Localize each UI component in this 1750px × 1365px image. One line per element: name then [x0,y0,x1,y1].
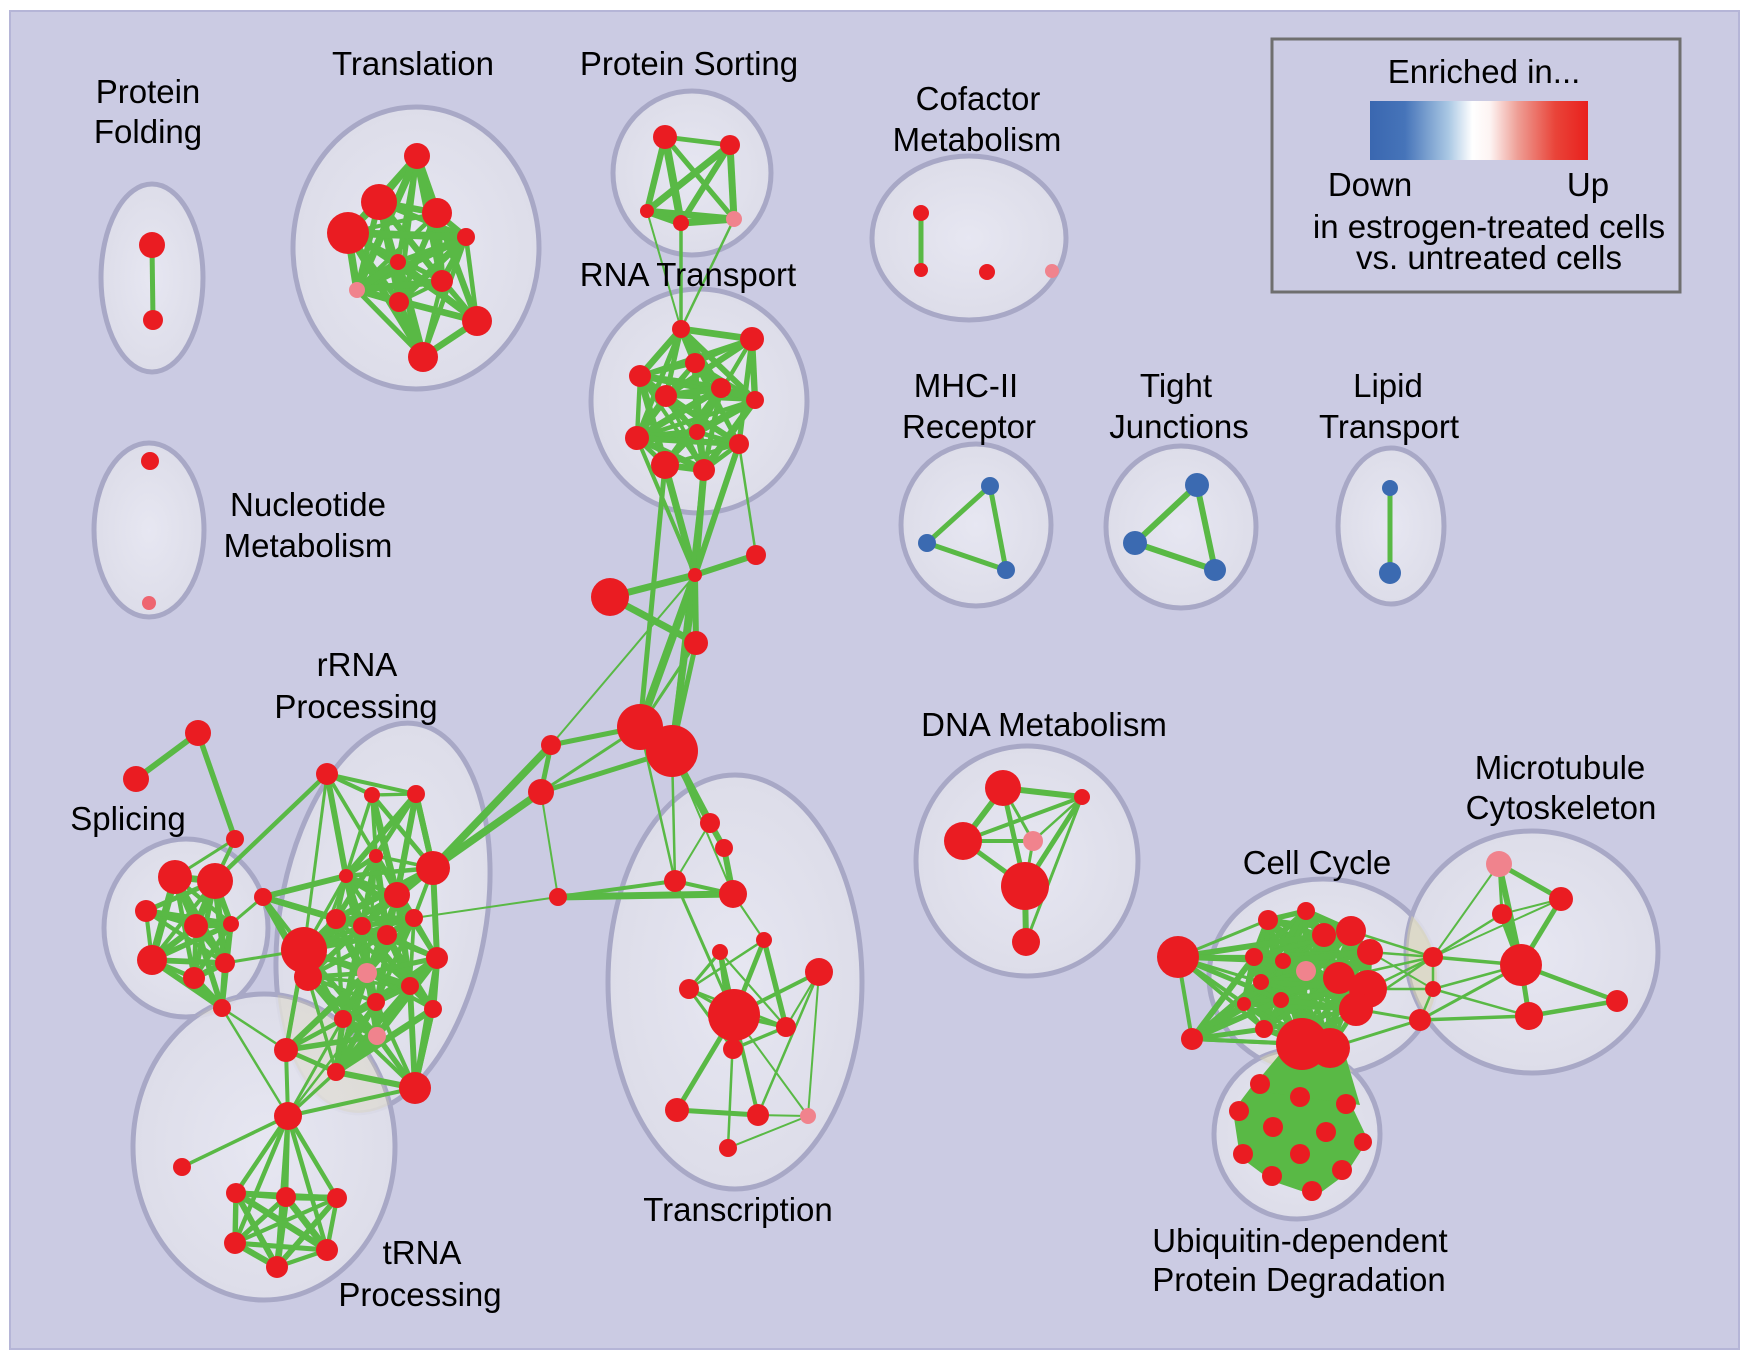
svg-text:in estrogen-treated cells: in estrogen-treated cells [1313,208,1665,245]
svg-text:RNA Transport: RNA Transport [580,256,796,293]
svg-text:rRNA: rRNA [317,646,398,683]
svg-text:tRNA: tRNA [383,1234,462,1271]
svg-text:Metabolism: Metabolism [224,527,393,564]
svg-text:Processing: Processing [274,688,437,725]
svg-text:Junctions: Junctions [1109,408,1248,445]
svg-text:Cofactor: Cofactor [916,80,1041,117]
svg-text:Folding: Folding [94,113,202,150]
svg-text:Protein: Protein [96,73,201,110]
svg-text:Receptor: Receptor [902,408,1036,445]
svg-text:Processing: Processing [338,1276,501,1313]
svg-text:Protein Sorting: Protein Sorting [580,45,798,82]
svg-text:Cytoskeleton: Cytoskeleton [1466,789,1657,826]
svg-text:Lipid: Lipid [1353,367,1423,404]
svg-text:Metabolism: Metabolism [893,121,1062,158]
svg-text:DNA Metabolism: DNA Metabolism [921,706,1167,743]
svg-text:Nucleotide: Nucleotide [230,486,386,523]
svg-text:Microtubule: Microtubule [1475,749,1646,786]
svg-text:Transcription: Transcription [643,1191,833,1228]
svg-text:Cell Cycle: Cell Cycle [1243,844,1392,881]
svg-text:Translation: Translation [332,45,494,82]
svg-text:Ubiquitin-dependent: Ubiquitin-dependent [1152,1222,1447,1259]
svg-text:Up: Up [1567,166,1609,203]
svg-text:vs. untreated cells: vs. untreated cells [1356,239,1622,276]
svg-text:Tight: Tight [1140,367,1212,404]
svg-text:Enriched in...: Enriched in... [1388,53,1581,90]
svg-text:MHC-II: MHC-II [914,367,1018,404]
svg-text:Protein Degradation: Protein Degradation [1152,1261,1446,1298]
svg-text:Down: Down [1328,166,1412,203]
svg-text:Splicing: Splicing [70,800,186,837]
svg-text:Transport: Transport [1319,408,1459,445]
